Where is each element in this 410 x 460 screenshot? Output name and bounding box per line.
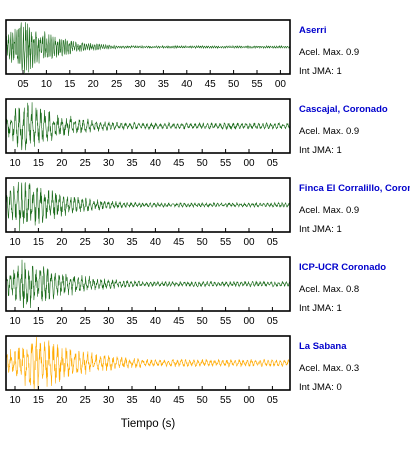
panel-3: 10 15 20 25 30 35 40 45 50 55 00 05 Finca El Corrali… <box>5 177 410 248</box>
x-tick-label: 05 <box>267 316 279 327</box>
x-tick-label: 15 <box>33 316 45 327</box>
jma-intensity-text: Int JMA: 1 <box>299 145 342 156</box>
jma-intensity-text: Int JMA: 1 <box>299 66 342 77</box>
waveform-trace <box>5 336 291 390</box>
x-tick-label: 00 <box>243 316 255 327</box>
x-tick-label: 20 <box>88 79 100 90</box>
plot-frame <box>5 98 291 154</box>
x-tick-label: 10 <box>9 395 21 406</box>
x-tick-label: 50 <box>197 237 209 248</box>
x-tick-label: 55 <box>251 79 263 90</box>
max-accel-text: Acel. Max. 0.3 <box>299 363 359 374</box>
plot-frame <box>5 256 291 312</box>
x-tick-label: 35 <box>126 395 138 406</box>
x-tick-label: 15 <box>33 395 45 406</box>
jma-intensity-text: Int JMA: 0 <box>299 382 342 393</box>
panel-5: 10 15 20 25 30 35 40 45 50 55 00 05 La Sabana Acel. M… <box>5 335 359 406</box>
x-tick-label: 15 <box>33 237 45 248</box>
x-tick-label: 20 <box>56 395 68 406</box>
max-accel-text: Acel. Max. 0.9 <box>299 205 359 216</box>
x-tick-label: 05 <box>267 395 279 406</box>
x-tick-label: 35 <box>126 316 138 327</box>
x-tick-label: 10 <box>41 79 53 90</box>
x-tick-label: 55 <box>220 316 232 327</box>
x-tick-label: 30 <box>103 158 115 169</box>
x-tick-label: 50 <box>197 316 209 327</box>
station-name: La Sabana <box>299 341 347 352</box>
x-tick-label: 05 <box>267 158 279 169</box>
x-tick-label: 45 <box>205 79 217 90</box>
plot-frame <box>5 335 291 391</box>
x-tick-label: 10 <box>9 237 21 248</box>
x-tick-label: 25 <box>80 316 92 327</box>
x-tick-label: 10 <box>9 158 21 169</box>
max-accel-text: Acel. Max. 0.9 <box>299 47 359 58</box>
station-name: Cascajal, Coronado <box>299 104 388 115</box>
x-tick-label: 00 <box>243 395 255 406</box>
x-tick-label: 35 <box>126 158 138 169</box>
waveform-trace <box>5 259 291 309</box>
x-tick-label: 20 <box>56 237 68 248</box>
x-tick-label: 15 <box>33 158 45 169</box>
waveform-trace <box>5 181 291 232</box>
x-tick-label: 45 <box>173 316 185 327</box>
x-tick-label: 50 <box>197 395 209 406</box>
x-tick-label: 30 <box>103 316 115 327</box>
x-axis-label: Tiempo (s) <box>121 418 176 430</box>
station-name: Aserri <box>299 25 326 36</box>
plot-frame <box>5 177 291 233</box>
x-tick-label: 50 <box>197 158 209 169</box>
x-tick-label: 40 <box>150 316 162 327</box>
jma-intensity-text: Int JMA: 1 <box>299 303 342 314</box>
plot-frame <box>5 19 291 75</box>
x-tick-label: 55 <box>220 237 232 248</box>
x-tick-label: 30 <box>103 395 115 406</box>
x-tick-label: 35 <box>126 237 138 248</box>
panel-2: 10 15 20 25 30 35 40 45 50 55 00 05 Cascajal, Corona… <box>5 98 388 169</box>
x-tick-label: 30 <box>103 237 115 248</box>
x-tick-label: 20 <box>56 158 68 169</box>
x-tick-label: 25 <box>80 237 92 248</box>
x-tick-label: 00 <box>243 237 255 248</box>
x-tick-label: 40 <box>150 158 162 169</box>
max-accel-text: Acel. Max. 0.8 <box>299 284 359 295</box>
x-tick-label: 15 <box>64 79 76 90</box>
x-tick-label: 05 <box>267 237 279 248</box>
x-tick-label: 25 <box>111 79 123 90</box>
x-tick-label: 40 <box>150 237 162 248</box>
x-tick-label: 40 <box>150 395 162 406</box>
x-tick-label: 35 <box>158 79 170 90</box>
x-tick-label: 45 <box>173 395 185 406</box>
jma-intensity-text: Int JMA: 1 <box>299 224 342 235</box>
panel-4: 10 15 20 25 30 35 40 45 50 55 00 05 ICP-UCR Coronado… <box>5 256 386 327</box>
x-tick-label: 45 <box>173 237 185 248</box>
max-accel-text: Acel. Max. 0.9 <box>299 126 359 137</box>
waveform-trace <box>5 22 291 74</box>
station-name: Finca El Corralillo, Coronado <box>299 183 410 194</box>
x-tick-label: 25 <box>80 395 92 406</box>
x-tick-label: 10 <box>9 316 21 327</box>
x-tick-label: 20 <box>56 316 68 327</box>
x-tick-label: 05 <box>17 79 29 90</box>
x-tick-label: 30 <box>134 79 146 90</box>
x-tick-label: 50 <box>228 79 240 90</box>
x-tick-label: 25 <box>80 158 92 169</box>
x-tick-label: 00 <box>243 158 255 169</box>
x-tick-label: 00 <box>275 79 287 90</box>
x-tick-label: 55 <box>220 395 232 406</box>
station-name: ICP-UCR Coronado <box>299 262 386 273</box>
x-tick-label: 45 <box>173 158 185 169</box>
x-tick-label: 55 <box>220 158 232 169</box>
panel-1: 05 10 15 20 25 30 35 40 45 50 55 00 Aserri Acel. Max.… <box>5 19 359 90</box>
x-tick-label: 40 <box>181 79 193 90</box>
waveform-trace <box>5 102 291 151</box>
